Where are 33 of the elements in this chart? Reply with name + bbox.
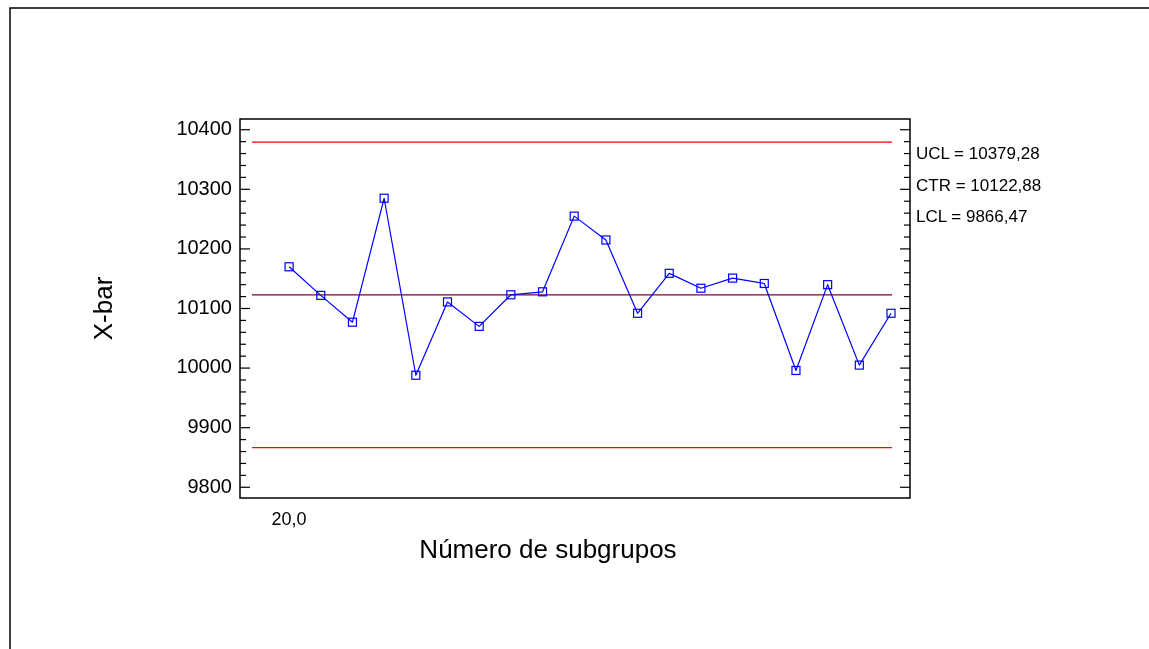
point	[411, 370, 421, 380]
point	[379, 193, 389, 203]
text: CTR = 10122,88	[916, 175, 1042, 195]
point	[316, 290, 326, 300]
point	[537, 287, 548, 297]
point	[759, 278, 769, 289]
y-tick-label: 9800	[187, 474, 232, 497]
y-tick-label: 10300	[176, 176, 232, 199]
y-axis-title: X-bar	[88, 276, 118, 341]
text: UCL = 10379,28	[916, 144, 1040, 164]
point	[506, 290, 516, 300]
point	[791, 365, 801, 376]
point	[569, 211, 579, 221]
point	[347, 317, 358, 327]
y-tick-label: 9900	[187, 414, 232, 437]
point	[664, 268, 674, 278]
point	[854, 360, 864, 370]
point	[442, 297, 453, 307]
point	[601, 235, 611, 245]
point	[696, 283, 706, 293]
text: LCL = 9866,47	[916, 207, 1028, 227]
x-tick-label: 20,0	[271, 509, 307, 529]
y-tick-label: 10400	[176, 117, 232, 140]
point	[284, 262, 294, 272]
y-tick-label: 10000	[176, 355, 232, 378]
point	[632, 308, 643, 318]
point	[823, 280, 833, 290]
point	[728, 273, 738, 283]
y-tick-label: 10100	[176, 295, 232, 318]
x-axis-title: Número de subgrupos	[419, 534, 677, 564]
point	[886, 308, 896, 318]
point	[474, 321, 484, 331]
y-tick-label: 10200	[176, 236, 232, 259]
